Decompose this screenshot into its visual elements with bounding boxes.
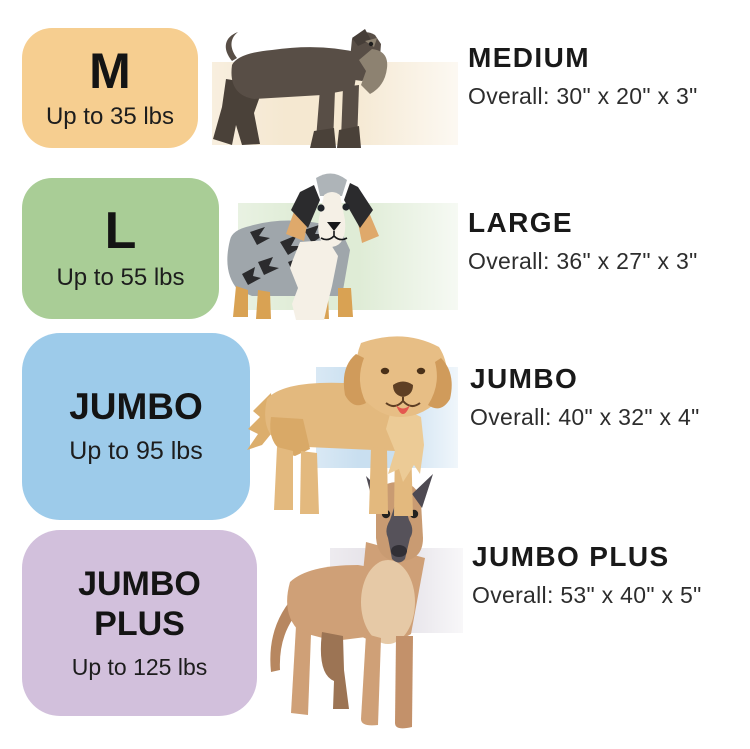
- size-dimensions: Overall: 36" x 27" x 3": [468, 248, 698, 274]
- size-info-large: LARGE Overall: 36" x 27" x 3": [468, 207, 698, 275]
- size-badge-medium: M Up to 35 lbs: [22, 28, 198, 148]
- size-info-jumbo-plus: JUMBO PLUS Overall: 53" x 40" x 5": [472, 541, 702, 609]
- size-heading: JUMBO PLUS: [472, 541, 670, 572]
- size-dimensions: Overall: 53" x 40" x 5": [472, 582, 702, 608]
- size-info-jumbo: JUMBO Overall: 40" x 32" x 4": [470, 363, 700, 431]
- size-heading: JUMBO: [470, 363, 579, 394]
- size-badge-jumbo-plus: JUMBO PLUS Up to 125 lbs: [22, 530, 257, 716]
- miniature-schnauzer-illustration: [213, 29, 388, 148]
- size-badge-weight: Up to 95 lbs: [69, 436, 203, 465]
- size-badge-weight: Up to 125 lbs: [71, 653, 208, 680]
- size-badge-letter: JUMBO PLUS: [78, 565, 201, 643]
- size-info-medium: MEDIUM Overall: 30" x 20" x 3": [468, 42, 698, 110]
- size-badge-weight: Up to 55 lbs: [56, 264, 185, 291]
- size-heading: LARGE: [468, 207, 573, 238]
- australian-shepherd-illustration: [227, 173, 379, 320]
- size-heading: MEDIUM: [468, 42, 590, 73]
- golden-retriever-illustration: [247, 336, 452, 516]
- size-badge-letter: L: [104, 202, 137, 260]
- size-badge-jumbo: JUMBO Up to 95 lbs: [22, 333, 250, 520]
- size-dimensions: Overall: 40" x 32" x 4": [470, 404, 700, 430]
- size-dimensions: Overall: 30" x 20" x 3": [468, 83, 698, 109]
- size-badge-letter: M: [89, 42, 131, 99]
- size-badge-letter: JUMBO: [69, 385, 203, 427]
- size-badge-large: L Up to 55 lbs: [22, 178, 219, 319]
- size-badge-weight: Up to 35 lbs: [45, 102, 175, 130]
